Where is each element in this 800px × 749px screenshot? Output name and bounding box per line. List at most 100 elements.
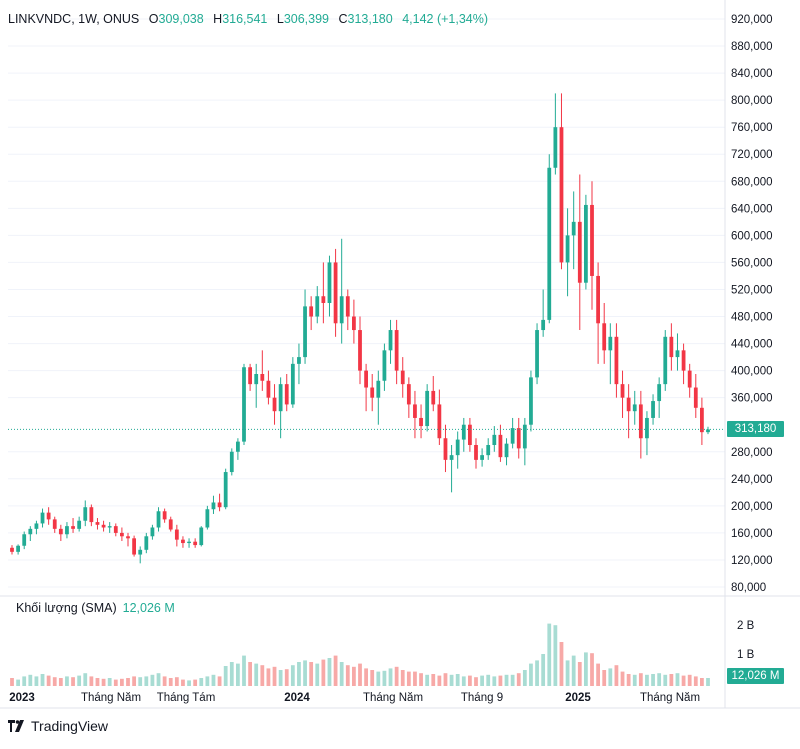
- volume-bar: [217, 676, 222, 686]
- candle-body: [205, 509, 210, 528]
- candle-body: [437, 404, 442, 439]
- candle-body: [95, 522, 100, 525]
- volume-bar: [406, 671, 411, 686]
- volume-bar: [547, 623, 552, 686]
- x-tick-label: 2023: [9, 692, 35, 704]
- change-value: 4,142 (+1,34%): [402, 12, 489, 26]
- x-tick-label: 2025: [565, 692, 591, 704]
- candle-body: [333, 262, 338, 324]
- x-tick-label: 2024: [284, 692, 310, 704]
- volume-bar: [107, 678, 112, 686]
- x-tick-label: Tháng Năm: [640, 692, 700, 704]
- y-tick-label: 600,000: [731, 230, 773, 242]
- volume-value: 12,026 M: [122, 601, 175, 615]
- candle-body: [669, 336, 674, 358]
- y-tick-label: 560,000: [731, 257, 773, 269]
- candle-body: [168, 519, 173, 530]
- volume-bar: [266, 668, 271, 686]
- volume-bar: [236, 663, 240, 686]
- candle-body: [468, 424, 472, 445]
- symbol-label[interactable]: LINKVNDC, 1W, ONUS: [8, 12, 140, 26]
- candle-body: [413, 404, 417, 418]
- y-tick-label: 160,000: [731, 528, 773, 540]
- volume-bar: [339, 662, 344, 686]
- y-tick-label: 720,000: [731, 149, 773, 161]
- volume-bar: [706, 678, 710, 686]
- volume-bar: [431, 674, 436, 686]
- candle-body: [492, 434, 497, 445]
- candle-body: [638, 404, 643, 439]
- high-value: 316,541: [222, 12, 268, 26]
- candle-body: [120, 532, 124, 537]
- y-tick-label: 920,000: [731, 14, 773, 26]
- candle-body: [553, 127, 558, 168]
- volume-bar: [645, 674, 649, 686]
- candle-body: [565, 235, 570, 263]
- candle-body: [443, 438, 448, 460]
- volume-bar: [113, 679, 118, 686]
- candle-body: [571, 221, 576, 236]
- candle-body: [687, 370, 692, 388]
- candle-body: [217, 502, 222, 508]
- candle-body: [352, 316, 356, 331]
- tradingview-brand[interactable]: TradingView: [8, 718, 108, 734]
- volume-bar: [46, 675, 51, 686]
- volume-bar: [71, 677, 75, 686]
- candle-body: [58, 528, 63, 535]
- volume-bar: [638, 673, 643, 686]
- volume-bar: [632, 674, 637, 686]
- volume-bar: [620, 671, 625, 686]
- volume-bar: [461, 676, 466, 686]
- volume-bar: [278, 670, 283, 686]
- tradingview-logo-icon: [8, 720, 24, 732]
- candle-body: [663, 336, 668, 385]
- volume-bar: [663, 674, 668, 686]
- volume-bar: [651, 674, 655, 686]
- volume-bar: [626, 674, 631, 686]
- volume-bar: [584, 652, 588, 686]
- y-tick-label: 680,000: [731, 176, 773, 188]
- volume-tick-label: 1 B: [737, 649, 755, 661]
- candle-body: [321, 296, 326, 303]
- candle-body: [419, 417, 423, 427]
- volume-bar: [205, 676, 210, 686]
- candle-body: [406, 384, 411, 405]
- volume-bar: [522, 670, 527, 686]
- candle-body: [522, 424, 527, 449]
- candle-body: [34, 523, 39, 529]
- volume-bar: [468, 675, 472, 686]
- candle-body: [486, 445, 491, 456]
- volume-bar: [553, 625, 558, 686]
- candle-body: [498, 434, 503, 458]
- volume-bar: [602, 670, 607, 686]
- volume-bar: [65, 676, 69, 686]
- candle-body: [278, 384, 283, 412]
- volume-bar: [425, 674, 430, 686]
- volume-bar: [193, 679, 198, 686]
- candle-body: [16, 545, 20, 552]
- volume-bar: [242, 655, 246, 686]
- volume-bar: [413, 671, 417, 686]
- volume-bar: [144, 676, 149, 686]
- volume-bar: [449, 674, 454, 686]
- candle-body: [71, 526, 75, 529]
- volume-bar: [693, 676, 698, 686]
- candle-body: [535, 330, 539, 378]
- volume-bar: [181, 679, 185, 686]
- candle-body: [700, 407, 704, 433]
- y-tick-label: 480,000: [731, 312, 773, 324]
- candle-body: [431, 390, 436, 405]
- candle-body: [10, 547, 14, 552]
- volume-bar: [516, 673, 521, 686]
- volume-bar: [510, 674, 515, 686]
- candle-body: [229, 451, 234, 473]
- volume-bar: [529, 663, 533, 686]
- volume-label[interactable]: Khối lượng (SMA): [16, 601, 117, 615]
- volume-bar: [352, 666, 356, 686]
- candle-body: [657, 384, 662, 402]
- volume-bar: [28, 674, 33, 686]
- candle-body: [52, 519, 57, 529]
- volume-bar: [150, 674, 155, 686]
- volume-bar: [95, 678, 100, 686]
